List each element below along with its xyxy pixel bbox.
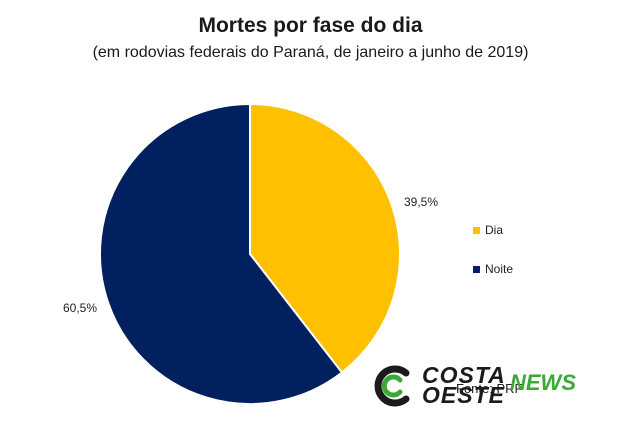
watermark-news: NEWS: [510, 370, 576, 395]
legend-swatch-noite: [473, 265, 480, 273]
legend-label-dia: Dia: [485, 223, 504, 237]
chart-subtitle: (em rodovias federais do Paraná, de jane…: [92, 44, 529, 61]
costa-oeste-logo-icon: [374, 365, 410, 407]
data-label-dia: 39,5%: [404, 195, 438, 209]
chart-title: Mortes por fase do dia: [198, 14, 423, 37]
watermark-oeste: OESTE: [422, 382, 505, 408]
legend-label-noite: Noite: [485, 262, 514, 276]
legend-item-dia: Dia: [473, 221, 513, 239]
pie-slice-dia: [249, 102, 401, 374]
watermark-costa: COSTA: [422, 362, 506, 388]
legend-swatch-dia: [473, 226, 480, 234]
source-note: Fonte: PRF: [456, 381, 523, 396]
data-label-noite: 60,5%: [63, 301, 97, 315]
pie-slice-noite: [99, 102, 344, 405]
costa-oeste-news-watermark: COSTA OESTE NEWS: [372, 362, 602, 410]
legend: Dia Noite: [473, 221, 513, 299]
legend-item-noite: Noite: [473, 260, 513, 278]
